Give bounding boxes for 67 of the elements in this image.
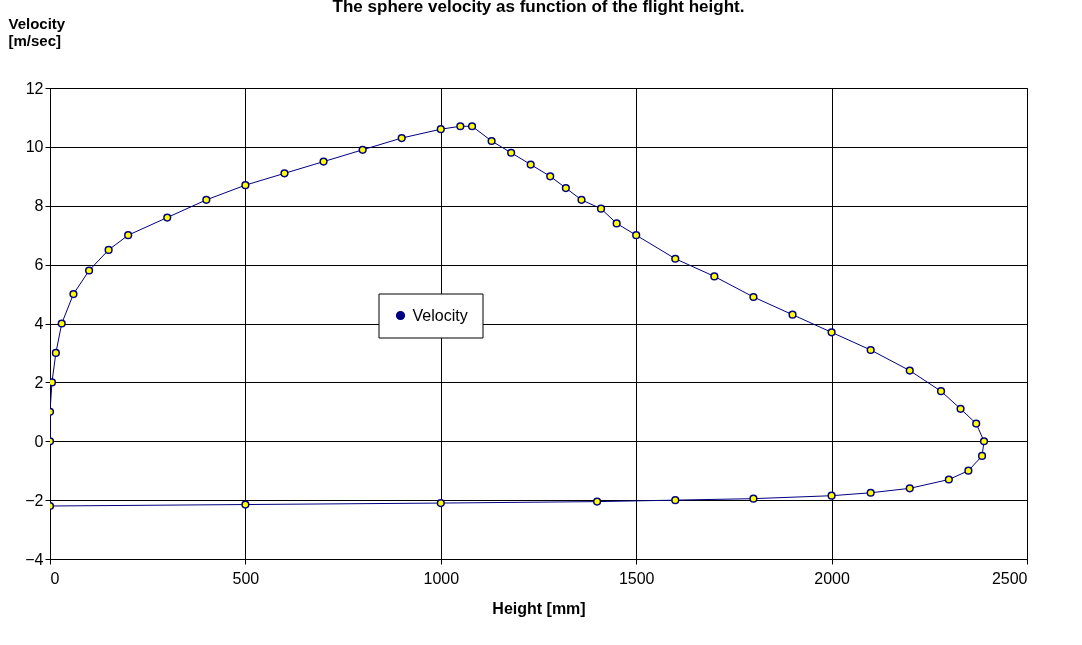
- y-tick-label: 0: [34, 432, 44, 450]
- point: [936, 387, 946, 396]
- point: [612, 219, 621, 228]
- point: [51, 348, 60, 358]
- point: [358, 145, 367, 154]
- point: [319, 157, 328, 166]
- point: [456, 122, 465, 131]
- point: [467, 122, 477, 131]
- y-tick-label: 10: [25, 138, 44, 156]
- point: [436, 125, 445, 134]
- point: [905, 366, 914, 375]
- point: [280, 169, 289, 178]
- point: [241, 500, 250, 509]
- point: [944, 475, 953, 484]
- point: [593, 497, 602, 506]
- x-tick-label: 0: [50, 569, 60, 587]
- point: [749, 292, 758, 302]
- point: [827, 328, 836, 337]
- point: [866, 345, 875, 355]
- point: [749, 494, 758, 503]
- x-tick-label: 1500: [618, 569, 655, 587]
- point: [956, 404, 965, 413]
- y-tick-label: 2: [34, 373, 44, 391]
- x-axis-title: Height [mm]: [492, 599, 586, 617]
- y-tick-label: −2: [25, 491, 44, 509]
- point: [561, 183, 570, 193]
- point: [241, 181, 250, 190]
- y-axis-title: Velocity [m/sec]: [8, 14, 66, 49]
- point: [964, 466, 973, 475]
- point: [977, 451, 987, 461]
- point: [397, 133, 406, 143]
- chart-title: The sphere velocity as function of the flight height.: [332, 0, 745, 16]
- point: [104, 245, 113, 254]
- point: [632, 231, 641, 240]
- x-tick-label: 2500: [991, 569, 1028, 587]
- point: [507, 148, 516, 157]
- x-tick-label: 500: [232, 569, 260, 587]
- point: [710, 272, 719, 281]
- point: [788, 310, 797, 319]
- x-tick-label: 2000: [814, 569, 850, 587]
- point: [57, 319, 66, 328]
- point: [487, 136, 496, 146]
- point: [671, 254, 680, 263]
- point: [84, 266, 94, 275]
- y-tick-label: 12: [25, 79, 44, 97]
- x-tick-label: 1000: [423, 569, 460, 587]
- point: [866, 488, 875, 497]
- point: [905, 484, 914, 493]
- point: [163, 213, 172, 222]
- point: [69, 289, 78, 299]
- point: [671, 496, 680, 505]
- point: [526, 160, 535, 169]
- y-tick-label: 8: [34, 197, 44, 215]
- point: [50, 378, 57, 387]
- point: [436, 498, 445, 508]
- point: [577, 195, 586, 204]
- y-tick-label: −4: [25, 550, 44, 568]
- legend-label: Velocity: [412, 306, 468, 324]
- point: [546, 172, 555, 181]
- point: [596, 204, 606, 213]
- point: [827, 491, 836, 500]
- point: [979, 437, 989, 446]
- point: [124, 231, 133, 240]
- point: [972, 419, 981, 428]
- y-tick-label: 4: [34, 315, 44, 332]
- point: [202, 195, 211, 204]
- y-tick-label: 6: [34, 256, 44, 274]
